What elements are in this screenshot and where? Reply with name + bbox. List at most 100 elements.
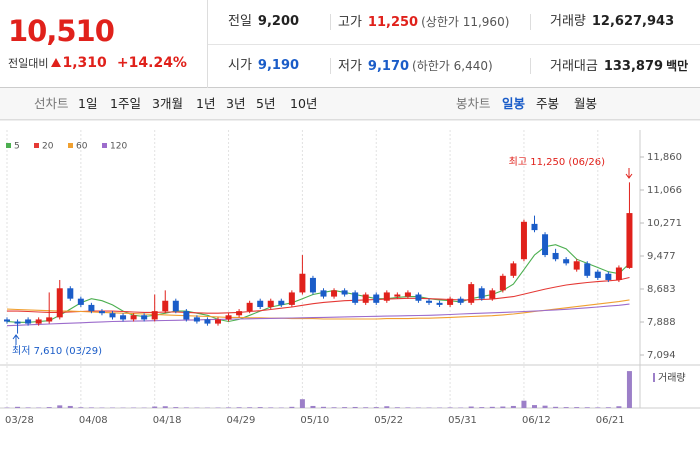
candle-body — [615, 267, 622, 280]
candle-body — [88, 304, 95, 312]
toolbar-button[interactable]: 3개월 — [152, 96, 183, 111]
candle-body — [120, 315, 127, 320]
volume-bar — [310, 405, 316, 408]
candle-body — [542, 234, 549, 256]
stat-value: 9,200 — [257, 14, 300, 29]
high-annotation: 최고 11,250 (06/26) — [509, 156, 605, 168]
legend-swatch — [6, 143, 11, 148]
volume-bar — [257, 407, 263, 408]
divider — [330, 14, 331, 30]
volume-bar — [532, 405, 537, 408]
toolbar-button[interactable]: 주봉 — [536, 96, 560, 111]
stat-value: 11,250 — [367, 15, 419, 30]
stat-note: 백만 — [666, 59, 689, 73]
volume-bar — [226, 407, 232, 408]
volume-bar — [173, 407, 179, 408]
candle-body — [531, 223, 538, 231]
y-tick-label: 7,888 — [647, 317, 676, 328]
candle-body — [605, 273, 612, 280]
toolbar-button[interactable]: 일봉 — [502, 96, 526, 111]
candle-body — [373, 294, 380, 303]
volume-legend-swatch — [653, 373, 655, 382]
candle-body — [109, 313, 116, 318]
volume-bar — [321, 406, 326, 408]
candle-body — [204, 319, 211, 324]
candle-body — [299, 273, 306, 293]
volume-bar — [299, 399, 305, 408]
toolbar-button[interactable]: 3년 — [226, 96, 246, 111]
ma-line — [6, 303, 630, 327]
stat-label: 고가 — [338, 15, 362, 30]
candle-body — [468, 284, 475, 303]
y-tick-label: 11,066 — [647, 185, 682, 196]
toolbar-button[interactable]: 1주일 — [110, 96, 141, 111]
toolbar: 선차트 봉차트 1일 1주일 3개월 1년 3년 5년 10년 일봉 주봉 월봉 — [0, 88, 700, 120]
candle-body — [162, 300, 169, 312]
x-tick-label: 05/22 — [374, 415, 403, 426]
legend-swatch — [68, 143, 73, 148]
legend-swatch — [102, 143, 107, 148]
volume-bar — [268, 407, 274, 408]
x-tick-label: 03/28 — [5, 415, 34, 426]
volume-bar — [247, 407, 253, 408]
candle-body — [141, 315, 148, 320]
candle-body — [457, 298, 464, 303]
volume-bar — [521, 400, 527, 408]
divider — [530, 58, 531, 74]
volume-bar — [57, 405, 63, 408]
volume-bar — [236, 407, 242, 408]
volume-bar — [394, 407, 400, 408]
volume-bar — [78, 407, 84, 408]
y-tick-label: 10,271 — [647, 218, 682, 229]
candle-body — [499, 275, 506, 291]
candle-body — [436, 302, 443, 305]
stat: 저가 9,170 (하한가 6,440) — [318, 44, 493, 88]
toolbar-button[interactable]: 1년 — [196, 96, 216, 111]
stat-note: (하한가 6,440) — [412, 59, 493, 73]
candle-body — [520, 221, 527, 260]
candle-body — [257, 300, 264, 307]
candle-body — [215, 319, 221, 324]
stat: 고가 11,250 (상한가 11,960) — [318, 0, 509, 44]
candle-body — [626, 213, 633, 268]
volume-bar — [152, 406, 158, 408]
up-icon — [51, 58, 62, 67]
toolbar-button[interactable]: 10년 — [290, 96, 318, 111]
volume-bar — [574, 407, 580, 408]
candle-body — [489, 290, 496, 299]
volume-bar — [447, 407, 453, 408]
x-tick-label: 05/10 — [300, 415, 329, 426]
volume-bar — [342, 407, 348, 408]
candle-body — [320, 290, 327, 297]
candle-body — [594, 271, 601, 278]
y-tick-label: 7,094 — [647, 350, 676, 361]
toolbar-button[interactable]: 1일 — [78, 96, 98, 111]
candle-body — [510, 263, 517, 276]
candle-body — [331, 290, 338, 297]
stat-label: 거래량 — [550, 14, 586, 29]
price-box: 10,510 전일대비 1,310 +14.24% — [0, 0, 208, 88]
candle-body — [309, 277, 316, 293]
candle-body — [246, 302, 253, 312]
toolbar-button[interactable]: 월봉 — [574, 96, 598, 111]
volume-bar — [553, 406, 559, 408]
volume-bar — [15, 406, 21, 408]
candle-body — [4, 319, 10, 322]
candle-body — [352, 292, 359, 303]
candle-body — [14, 321, 21, 324]
volume-bar — [88, 407, 94, 408]
candle-body — [341, 290, 348, 295]
stat-label: 거래대금 — [550, 59, 598, 74]
candle-body — [236, 311, 243, 316]
volume-bar — [616, 406, 622, 408]
ma-line — [6, 299, 630, 320]
low-arrow — [12, 334, 20, 345]
change-rate: +14.24% — [116, 55, 187, 71]
volume-bar — [331, 407, 337, 408]
line-chart-label: 선차트 — [34, 96, 69, 111]
toolbar-button[interactable]: 5년 — [256, 96, 276, 111]
candle-body — [151, 311, 158, 320]
legend-label: 60 — [76, 142, 88, 152]
candle-chart-label: 봉차트 — [456, 96, 491, 111]
volume-bar — [363, 407, 369, 408]
